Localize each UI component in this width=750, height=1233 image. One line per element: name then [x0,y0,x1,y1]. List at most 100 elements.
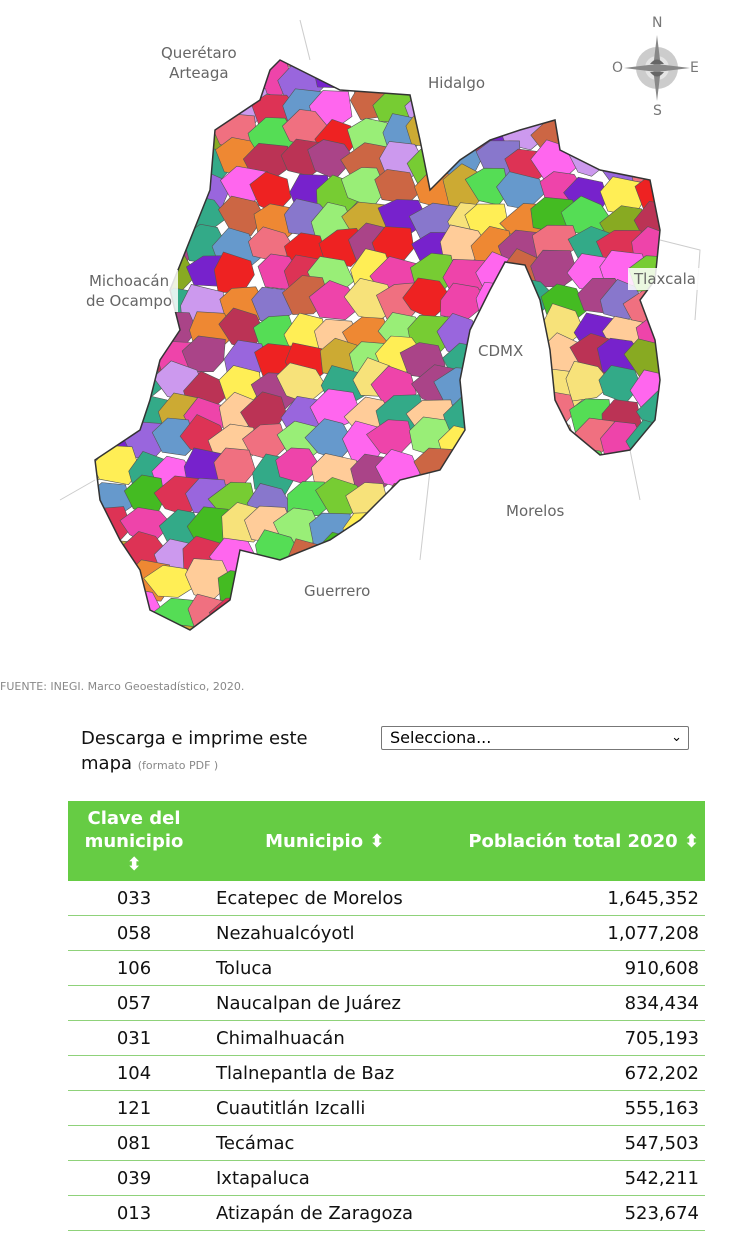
municipality-region[interactable] [606,621,652,660]
municipality-region[interactable] [254,558,298,602]
municipality-region[interactable] [348,611,399,652]
municipality-region[interactable] [472,613,526,655]
municipality-region[interactable] [92,445,141,486]
municipality-region[interactable] [158,87,208,125]
municipality-region[interactable] [310,618,354,655]
municipality-region[interactable] [64,560,107,603]
municipality-region[interactable] [367,25,417,64]
municipality-region[interactable] [56,584,111,624]
municipality-region[interactable] [604,510,650,545]
header-poblacion[interactable]: Población total 2020 ⬍ [439,801,705,881]
municipality-region[interactable] [478,393,523,430]
municipality-region[interactable] [433,478,478,521]
municipality-region[interactable] [413,447,464,484]
municipality-region[interactable] [439,23,487,65]
municipality-region[interactable] [406,508,449,548]
municipality-region[interactable] [475,281,521,321]
municipality-region[interactable] [90,619,135,659]
municipality-region[interactable] [90,231,139,274]
municipality-region[interactable] [213,619,264,660]
municipality-region[interactable] [566,508,614,546]
municipality-region[interactable] [446,584,490,627]
sort-icon[interactable]: ⬍ [126,853,142,875]
municipality-region[interactable] [415,558,465,606]
municipality-region[interactable] [84,394,128,438]
municipality-region[interactable] [143,564,194,598]
municipality-region[interactable] [380,557,430,596]
municipality-region[interactable] [468,594,517,630]
municipality-region[interactable] [53,313,101,354]
municipality-region[interactable] [410,620,458,660]
municipality-region[interactable] [61,147,112,183]
municipality-region[interactable] [446,451,492,496]
municipality-region[interactable] [529,31,580,65]
municipality-region[interactable] [559,618,614,658]
municipality-region[interactable] [93,309,136,350]
municipality-region[interactable] [536,565,578,606]
municipality-region[interactable] [151,417,196,456]
municipality-region[interactable] [559,86,608,131]
municipality-region[interactable] [633,481,685,523]
municipality-region[interactable] [503,532,551,573]
municipality-region[interactable] [538,53,590,97]
municipality-region[interactable] [54,476,103,520]
municipality-region[interactable] [287,538,333,581]
municipality-region[interactable] [375,587,430,626]
municipality-region[interactable] [626,142,676,185]
municipality-region[interactable] [118,310,168,355]
municipality-region[interactable] [565,360,613,402]
municipality-region[interactable] [626,506,676,548]
municipality-region[interactable] [87,587,132,628]
municipality-region[interactable] [338,32,383,70]
header-clave[interactable]: Clave del municipio ⬍ [68,801,200,881]
municipality-region[interactable] [160,623,203,660]
municipality-region[interactable] [61,530,109,566]
municipality-region[interactable] [445,559,488,602]
municipality-region[interactable] [640,526,686,568]
municipality-region[interactable] [342,532,386,567]
header-municipio[interactable]: Municipio ⬍ [200,801,440,881]
municipality-region[interactable] [598,556,647,597]
municipality-region[interactable] [377,502,422,538]
municipality-region[interactable] [56,221,100,260]
municipality-region[interactable] [512,452,558,498]
municipality-region[interactable] [276,598,325,631]
municipality-region[interactable] [472,455,514,491]
municipality-region[interactable] [631,589,675,630]
municipality-region[interactable] [601,450,647,491]
municipality-region[interactable] [315,29,361,63]
municipality-region[interactable] [94,344,142,386]
municipality-region[interactable] [536,616,586,653]
municipality-region[interactable] [186,87,233,122]
municipality-region[interactable] [254,620,298,661]
municipality-region[interactable] [85,106,133,150]
municipality-region[interactable] [624,450,677,491]
municipality-region[interactable] [93,164,139,208]
municipality-region[interactable] [568,477,618,518]
municipality-region[interactable] [563,33,609,72]
municipality-region[interactable] [399,477,448,515]
municipality-region[interactable] [93,86,146,124]
municipality-region[interactable] [380,55,422,95]
municipality-region[interactable] [474,36,529,69]
municipality-region[interactable] [59,59,109,95]
municipality-region[interactable] [465,363,513,401]
municipality-region[interactable] [638,616,682,655]
municipality-region[interactable] [463,565,515,600]
municipality-region[interactable] [536,531,589,569]
municipality-region[interactable] [90,192,134,236]
municipality-region[interactable] [249,595,291,628]
municipality-region[interactable] [52,500,102,538]
municipality-region[interactable] [501,622,546,657]
municipality-region[interactable] [60,119,107,158]
municipality-region[interactable] [94,365,140,406]
municipality-region[interactable] [435,503,484,538]
municipality-region[interactable] [435,615,485,650]
municipality-region[interactable] [113,200,159,240]
municipality-region[interactable] [530,390,576,428]
municipality-region[interactable] [181,335,226,373]
municipality-region[interactable] [124,118,169,158]
sort-icon[interactable]: ⬍ [683,830,699,852]
municipality-region[interactable] [52,198,99,238]
municipality-region[interactable] [121,141,169,180]
